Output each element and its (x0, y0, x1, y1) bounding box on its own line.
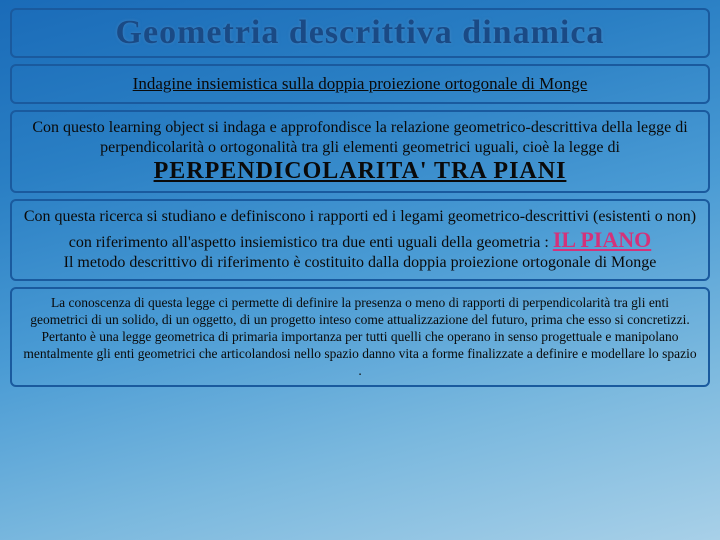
block-1-emph: PERPENDICOLARITA' TRA PIANI (22, 158, 698, 185)
block-2-line2: Il metodo descrittivo di riferimento è c… (22, 253, 698, 273)
subtitle-text: Indagine insiemistica sulla doppia proie… (133, 74, 588, 93)
block-3: La conoscenza di questa legge ci permett… (10, 287, 710, 387)
block-1: Con questo learning object si indaga e a… (10, 110, 710, 193)
block-1-text: Con questo learning object si indaga e a… (22, 118, 698, 158)
block-2: Con questa ricerca si studiano e definis… (10, 199, 710, 281)
subtitle-box: Indagine insiemistica sulla doppia proie… (10, 64, 710, 104)
main-title: Geometria descrittiva dinamica (10, 8, 710, 58)
block-2-highlight: IL PIANO (553, 227, 651, 252)
